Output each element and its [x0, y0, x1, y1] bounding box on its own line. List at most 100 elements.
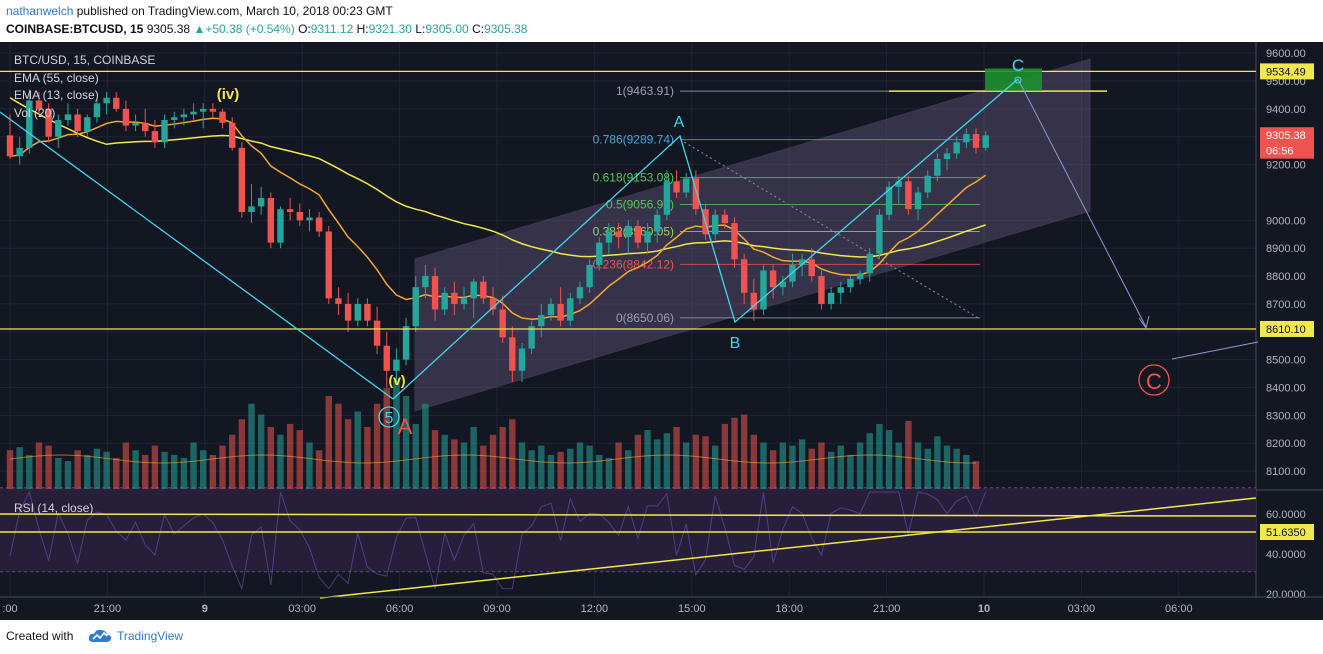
- candle-body: [373, 320, 381, 346]
- volume-bar: [663, 433, 671, 489]
- candle-body: [45, 108, 52, 137]
- price-tick-label: 8500.00: [1266, 355, 1306, 367]
- candle-body: [93, 103, 101, 118]
- price-axis[interactable]: 9600.009500.009400.009300.009200.009000.…: [1260, 48, 1314, 601]
- volume-bar: [576, 442, 584, 489]
- volume-bar: [625, 450, 632, 489]
- price-tick-label: 8700.00: [1266, 299, 1306, 311]
- volume-bar: [615, 442, 622, 489]
- volume-bar: [306, 442, 313, 489]
- candle-body: [798, 259, 806, 265]
- volume-bar: [55, 458, 62, 489]
- rsi-band: [0, 487, 1256, 572]
- wave-label: C: [1012, 56, 1024, 75]
- parallel-channel[interactable]: [414, 58, 1091, 412]
- footer: Created with TradingView: [0, 620, 1323, 654]
- volume-bar: [557, 451, 564, 489]
- candle-body: [55, 120, 62, 137]
- price-label: 9305.38: [1266, 130, 1306, 142]
- volume-bar: [480, 445, 487, 489]
- candle-body: [402, 326, 410, 360]
- candle-body: [132, 122, 139, 126]
- candle-body: [818, 276, 825, 304]
- low-label: L:: [415, 22, 426, 36]
- time-tick-label: 21:00: [94, 603, 122, 615]
- fib-level-label: 1(9463.91): [616, 84, 674, 98]
- close-label: C:: [472, 22, 485, 36]
- rsi-tick-label: 20.0000: [1266, 589, 1306, 601]
- volume-bar: [808, 448, 815, 489]
- volume-bar: [586, 445, 593, 489]
- candle-body: [615, 231, 622, 238]
- candle-body: [296, 211, 303, 221]
- time-axis[interactable]: :00 21:00 9 03:00 06:00 09:00 12:00 15:00 18:00 2…: [0, 596, 1323, 615]
- candle-body: [344, 303, 352, 321]
- volume-bar: [885, 430, 893, 489]
- candle-body: [740, 259, 748, 293]
- author-link[interactable]: nathanwelch: [6, 4, 74, 18]
- volume-bar: [161, 451, 168, 489]
- volume-bar: [509, 419, 516, 489]
- candle-body: [538, 315, 545, 327]
- drawings[interactable]: [0, 68, 1259, 428]
- fib-level-label: 0(8650.06): [616, 311, 674, 325]
- target-zone: [985, 68, 1042, 91]
- open-value: 9311.12: [310, 22, 354, 36]
- volume-bar: [856, 442, 864, 489]
- volume-bar: [470, 427, 477, 489]
- candle-body: [808, 259, 815, 277]
- time-tick-label: 03:00: [288, 603, 316, 615]
- candle-body: [354, 303, 361, 321]
- rsi-trendline: [319, 497, 1257, 599]
- candle-body: [673, 181, 680, 193]
- rsi-tick-label: 40.0000: [1266, 549, 1306, 561]
- volume-bar: [721, 423, 729, 489]
- projection-arrowhead: [1138, 315, 1150, 330]
- target-point: [1014, 76, 1022, 84]
- volume-bars: [6, 380, 980, 489]
- candle-body: [557, 303, 564, 321]
- candle-body: [151, 131, 159, 143]
- price-tick-label: 9400.00: [1266, 104, 1306, 116]
- volume-bar: [683, 442, 690, 489]
- open-label: O:: [298, 22, 311, 36]
- projection-tail: [1171, 341, 1259, 360]
- wave-label: A: [674, 114, 685, 131]
- candle-body: [876, 214, 883, 254]
- candle-body: [228, 122, 236, 148]
- ohlc-line: COINBASE:BTCUSD, 15 9305.38 ▲+50.38 (+0.…: [6, 22, 527, 36]
- candle-body: [605, 231, 613, 243]
- volume-bar: [731, 417, 738, 489]
- price-tick-label: 8300.00: [1266, 410, 1306, 422]
- candle-body: [412, 287, 419, 327]
- candle-body: [547, 303, 555, 316]
- volume-bar: [769, 450, 777, 489]
- candle-body: [518, 348, 526, 371]
- candle-body: [460, 298, 468, 304]
- candle-body: [219, 111, 226, 123]
- volume-bar: [277, 434, 284, 489]
- price-tick-label: 8400.00: [1266, 383, 1306, 395]
- price-tick-label: 8200.00: [1266, 438, 1306, 450]
- fib-level-label: 0.236(8842.12): [593, 257, 674, 271]
- price-tick-label: 9000.00: [1266, 215, 1306, 227]
- price-tick-label: 8800.00: [1266, 271, 1306, 283]
- channel-fill: [414, 58, 1091, 412]
- abc-wave-lines: [392, 78, 1019, 400]
- price-tick-label: 9200.00: [1266, 160, 1306, 172]
- candle-body: [586, 264, 593, 288]
- time-tick-label: 18:00: [775, 603, 803, 615]
- price-chart[interactable]: 1(9463.91) 0.786(9289.74) 0.618(9153.08) 0.…: [0, 42, 1323, 620]
- tradingview-link[interactable]: TradingView: [117, 629, 184, 643]
- volume-bar: [567, 448, 574, 489]
- candle-body: [663, 181, 671, 215]
- volume-bar: [344, 419, 352, 489]
- candle-body: [924, 175, 931, 193]
- high-value: 9321.30: [368, 22, 412, 36]
- candle-body: [750, 292, 758, 310]
- volume-bar: [528, 450, 535, 489]
- candle-body: [238, 147, 246, 212]
- chart-area[interactable]: 1(9463.91) 0.786(9289.74) 0.618(9153.08) 0.…: [0, 42, 1323, 620]
- volume-bar: [441, 434, 448, 489]
- candle-body: [905, 181, 912, 210]
